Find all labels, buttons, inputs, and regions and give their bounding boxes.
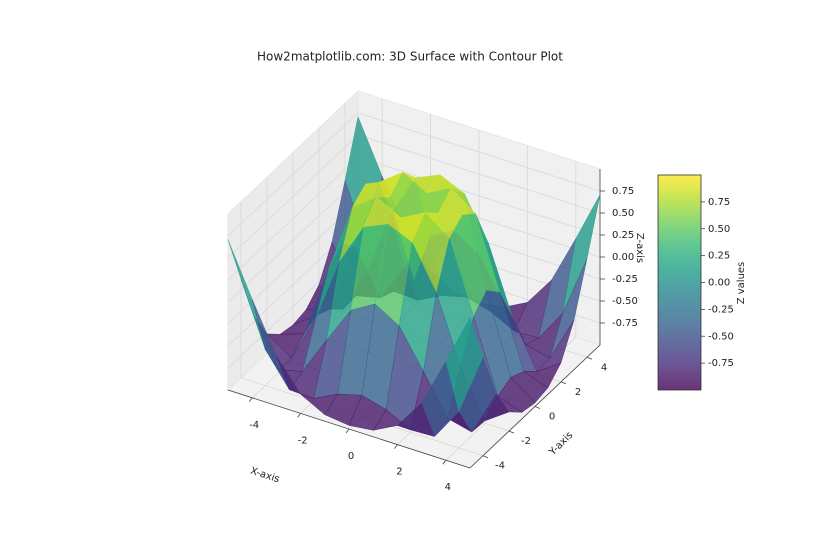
y-tick-label: 4 (601, 362, 607, 373)
grid-line (227, 134, 359, 259)
y-tick-label: 2 (575, 387, 581, 398)
x-tick (442, 459, 447, 465)
colorbar (657, 174, 702, 391)
colorbar-tick-label: 0.50 (708, 224, 730, 235)
grid-line (357, 112, 601, 192)
colorbar-tick-label: -0.50 (708, 331, 734, 342)
y-axis-label: Y-axis (547, 430, 576, 459)
z-tick-label: -0.25 (612, 274, 638, 285)
colorbar-tick-label: 0.75 (708, 197, 730, 208)
y-tick-label: -4 (495, 461, 505, 472)
y-axis-line (469, 344, 601, 469)
z-tick-label: 0.50 (612, 208, 634, 219)
colorbar-tick-label: 0.00 (708, 278, 730, 289)
z-tick-label: -0.50 (612, 296, 638, 307)
x-tick (394, 444, 398, 449)
grid-line (357, 134, 601, 214)
y-tick (508, 430, 515, 434)
x-tick-label: 4 (445, 482, 451, 493)
z-tick-label: -0.75 (612, 318, 638, 329)
z-tick-label: 0.00 (612, 252, 634, 263)
grid-line (227, 112, 359, 237)
x-axis-label: X-axis (249, 466, 281, 486)
x-axis-line (227, 389, 471, 469)
x-tick-label: 2 (396, 467, 402, 478)
y-tick (586, 356, 593, 360)
surface-patch (445, 316, 484, 413)
x-tick (248, 397, 253, 403)
x-tick-label: -2 (298, 435, 308, 446)
colorbar-tick-label: -0.25 (708, 304, 734, 315)
x-tick (345, 428, 350, 434)
grid-line (227, 156, 359, 281)
colorbar-tick-label: 0.25 (708, 251, 730, 262)
colorbar-tick-label: -0.75 (708, 358, 734, 369)
y-tick (560, 381, 567, 385)
x-tick-label: -4 (249, 420, 259, 431)
z-axis-label: Z-axis (634, 233, 645, 263)
x-tick (297, 413, 301, 418)
grid-line (357, 156, 601, 236)
chart-title: How2matplotlib.com: 3D Surface with Cont… (257, 50, 563, 64)
grid-line (227, 178, 359, 303)
y-tick (534, 406, 541, 409)
y-tick-label: 0 (549, 412, 555, 423)
z-tick-label: 0.75 (612, 186, 634, 197)
y-tick (482, 455, 489, 459)
y-tick-label: -2 (521, 436, 531, 447)
z-tick-label: 0.25 (612, 230, 634, 241)
x-tick-label: 0 (348, 451, 354, 462)
colorbar-label: Z values (736, 262, 747, 305)
